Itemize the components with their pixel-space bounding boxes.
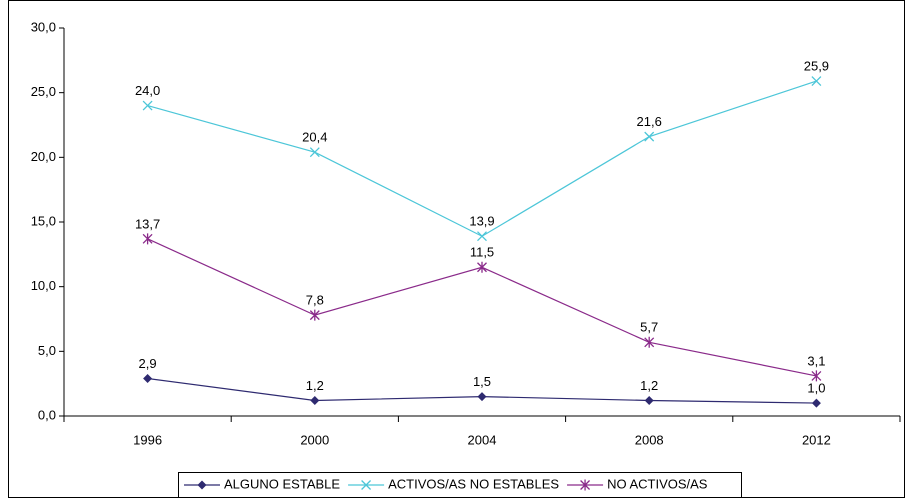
- marker: [580, 479, 591, 491]
- legend-box: [178, 472, 742, 498]
- marker-shape: [309, 147, 320, 158]
- x-tick-label: 2004: [468, 432, 497, 447]
- data-label: 2,9: [139, 356, 157, 371]
- marker: [309, 309, 320, 321]
- y-tick-label: 20,0: [31, 149, 56, 164]
- x-tick-label: 2000: [300, 432, 329, 447]
- marker: [477, 392, 487, 402]
- y-tick-label: 5,0: [38, 343, 56, 358]
- y-tick-label: 30,0: [31, 19, 56, 34]
- data-label: 11,5: [470, 245, 494, 260]
- marker: [811, 76, 822, 86]
- y-tick-label: 25,0: [31, 84, 56, 99]
- x-tick-label: 1996: [133, 432, 162, 447]
- legend-label: ALGUNO ESTABLE: [224, 476, 340, 491]
- marker-shape: [142, 233, 153, 245]
- marker: [644, 131, 655, 142]
- legend-label: ACTIVOS/AS NO ESTABLES: [388, 476, 559, 491]
- data-label: 24,0: [135, 83, 160, 98]
- marker: [142, 233, 153, 245]
- marker-shape: [477, 392, 487, 402]
- marker: [197, 480, 207, 490]
- data-label: 13,7: [135, 216, 160, 231]
- legend: ALGUNO ESTABLE ACTIVOS/AS NO ESTABLES NO A…: [178, 472, 742, 498]
- x-tick-label: 2008: [635, 432, 664, 447]
- marker-shape: [644, 336, 655, 348]
- marker: [644, 336, 655, 348]
- marker: [361, 480, 372, 490]
- marker: [644, 395, 654, 405]
- marker-shape: [811, 76, 822, 86]
- legend-label: NO ACTIVOS/AS: [607, 476, 708, 491]
- marker: [811, 370, 822, 382]
- marker: [143, 373, 153, 383]
- data-label: 1,2: [640, 378, 658, 393]
- data-label: 1,0: [807, 381, 825, 396]
- marker: [477, 231, 487, 242]
- y-tick-label: 10,0: [31, 278, 56, 293]
- marker-shape: [811, 370, 822, 382]
- marker: [477, 261, 487, 273]
- data-label: 1,2: [306, 378, 324, 393]
- marker-shape: [811, 398, 821, 408]
- marker-shape: [477, 261, 487, 273]
- data-label: 13,9: [469, 214, 494, 229]
- marker-shape: [142, 100, 153, 111]
- data-label: 21,6: [637, 114, 662, 129]
- data-label: 20,4: [302, 130, 327, 145]
- chart-border: [8, 0, 905, 498]
- y-tick-label: 15,0: [31, 213, 56, 228]
- data-label: 25,9: [804, 58, 829, 73]
- x-tick-label: 2012: [802, 432, 831, 447]
- marker-shape: [644, 395, 654, 405]
- marker-shape: [143, 373, 153, 383]
- marker: [310, 395, 320, 405]
- marker-shape: [310, 395, 320, 405]
- marker-shape: [309, 309, 320, 321]
- data-label: 3,1: [807, 353, 825, 368]
- marker: [142, 100, 153, 111]
- marker-shape: [644, 131, 655, 142]
- marker: [811, 398, 821, 408]
- data-label: 5,7: [640, 320, 658, 335]
- marker-shape: [580, 479, 591, 491]
- marker: [309, 147, 320, 158]
- marker-shape: [477, 231, 487, 242]
- data-label: 7,8: [306, 293, 324, 308]
- data-label: 1,5: [473, 374, 491, 389]
- y-tick-label: 0,0: [38, 407, 56, 422]
- marker-shape: [197, 480, 207, 490]
- marker-shape: [361, 480, 372, 490]
